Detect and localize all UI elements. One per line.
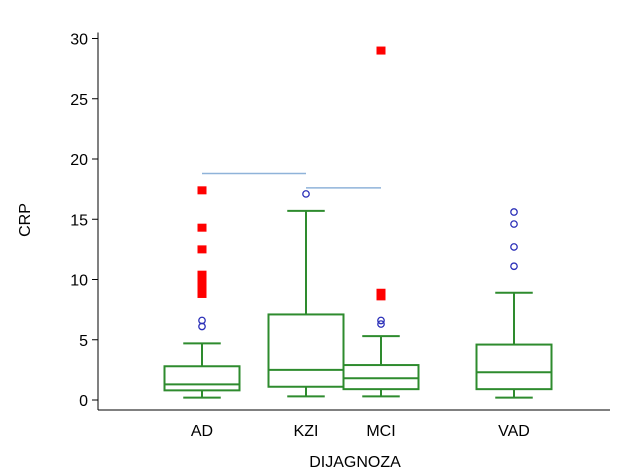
box-group-ad <box>163 186 241 399</box>
outlier-point <box>377 316 385 325</box>
plot-area <box>163 46 553 399</box>
x-tick-label-ad: AD <box>191 423 213 440</box>
outlier-point <box>198 316 206 325</box>
outlier-point <box>377 320 385 328</box>
extreme-outlier-point <box>197 289 207 298</box>
y-tick-label: 15 <box>70 212 88 229</box>
box-group-vad <box>475 208 553 399</box>
outlier-point <box>510 208 518 216</box>
x-tick-label-kzi: KZI <box>294 423 319 440</box>
extreme-outlier-point <box>197 280 207 289</box>
extreme-outlier-point <box>376 288 386 297</box>
iqr-box <box>163 365 241 392</box>
y-tick-label: 25 <box>70 92 88 109</box>
extreme-outlier-point <box>197 270 207 279</box>
extreme-outlier-point <box>197 186 207 195</box>
box-group-mci <box>342 46 420 398</box>
box-group-kzi <box>267 190 345 398</box>
iqr-box <box>342 364 420 391</box>
x-tick-label-mci: MCI <box>366 423 395 440</box>
y-tick-label: 10 <box>70 273 88 290</box>
iqr-box <box>475 343 553 391</box>
extreme-outlier-point <box>197 223 207 232</box>
extreme-outlier-point <box>197 285 207 294</box>
extreme-outlier-point <box>197 275 207 284</box>
y-axis-title: CRP <box>17 203 34 237</box>
x-tick-label-vad: VAD <box>498 423 530 440</box>
outlier-point <box>510 243 518 251</box>
comparison-lines <box>202 172 381 189</box>
y-tick-label: 5 <box>79 333 88 350</box>
outlier-point <box>510 220 518 228</box>
extreme-outlier-point <box>197 245 207 254</box>
iqr-box <box>267 313 345 388</box>
extreme-outlier-point <box>376 46 386 55</box>
y-tick-label: 30 <box>70 32 88 49</box>
x-axis: AD KZI MCI VAD <box>98 409 610 440</box>
y-axis: 0 5 10 15 20 25 30 <box>70 32 99 410</box>
outlier-point <box>302 190 310 198</box>
y-tick-label: 20 <box>70 152 88 169</box>
x-axis-title: DIJAGNOZA <box>309 454 401 471</box>
outlier-point <box>510 262 518 271</box>
y-tick-label: 0 <box>79 393 88 410</box>
